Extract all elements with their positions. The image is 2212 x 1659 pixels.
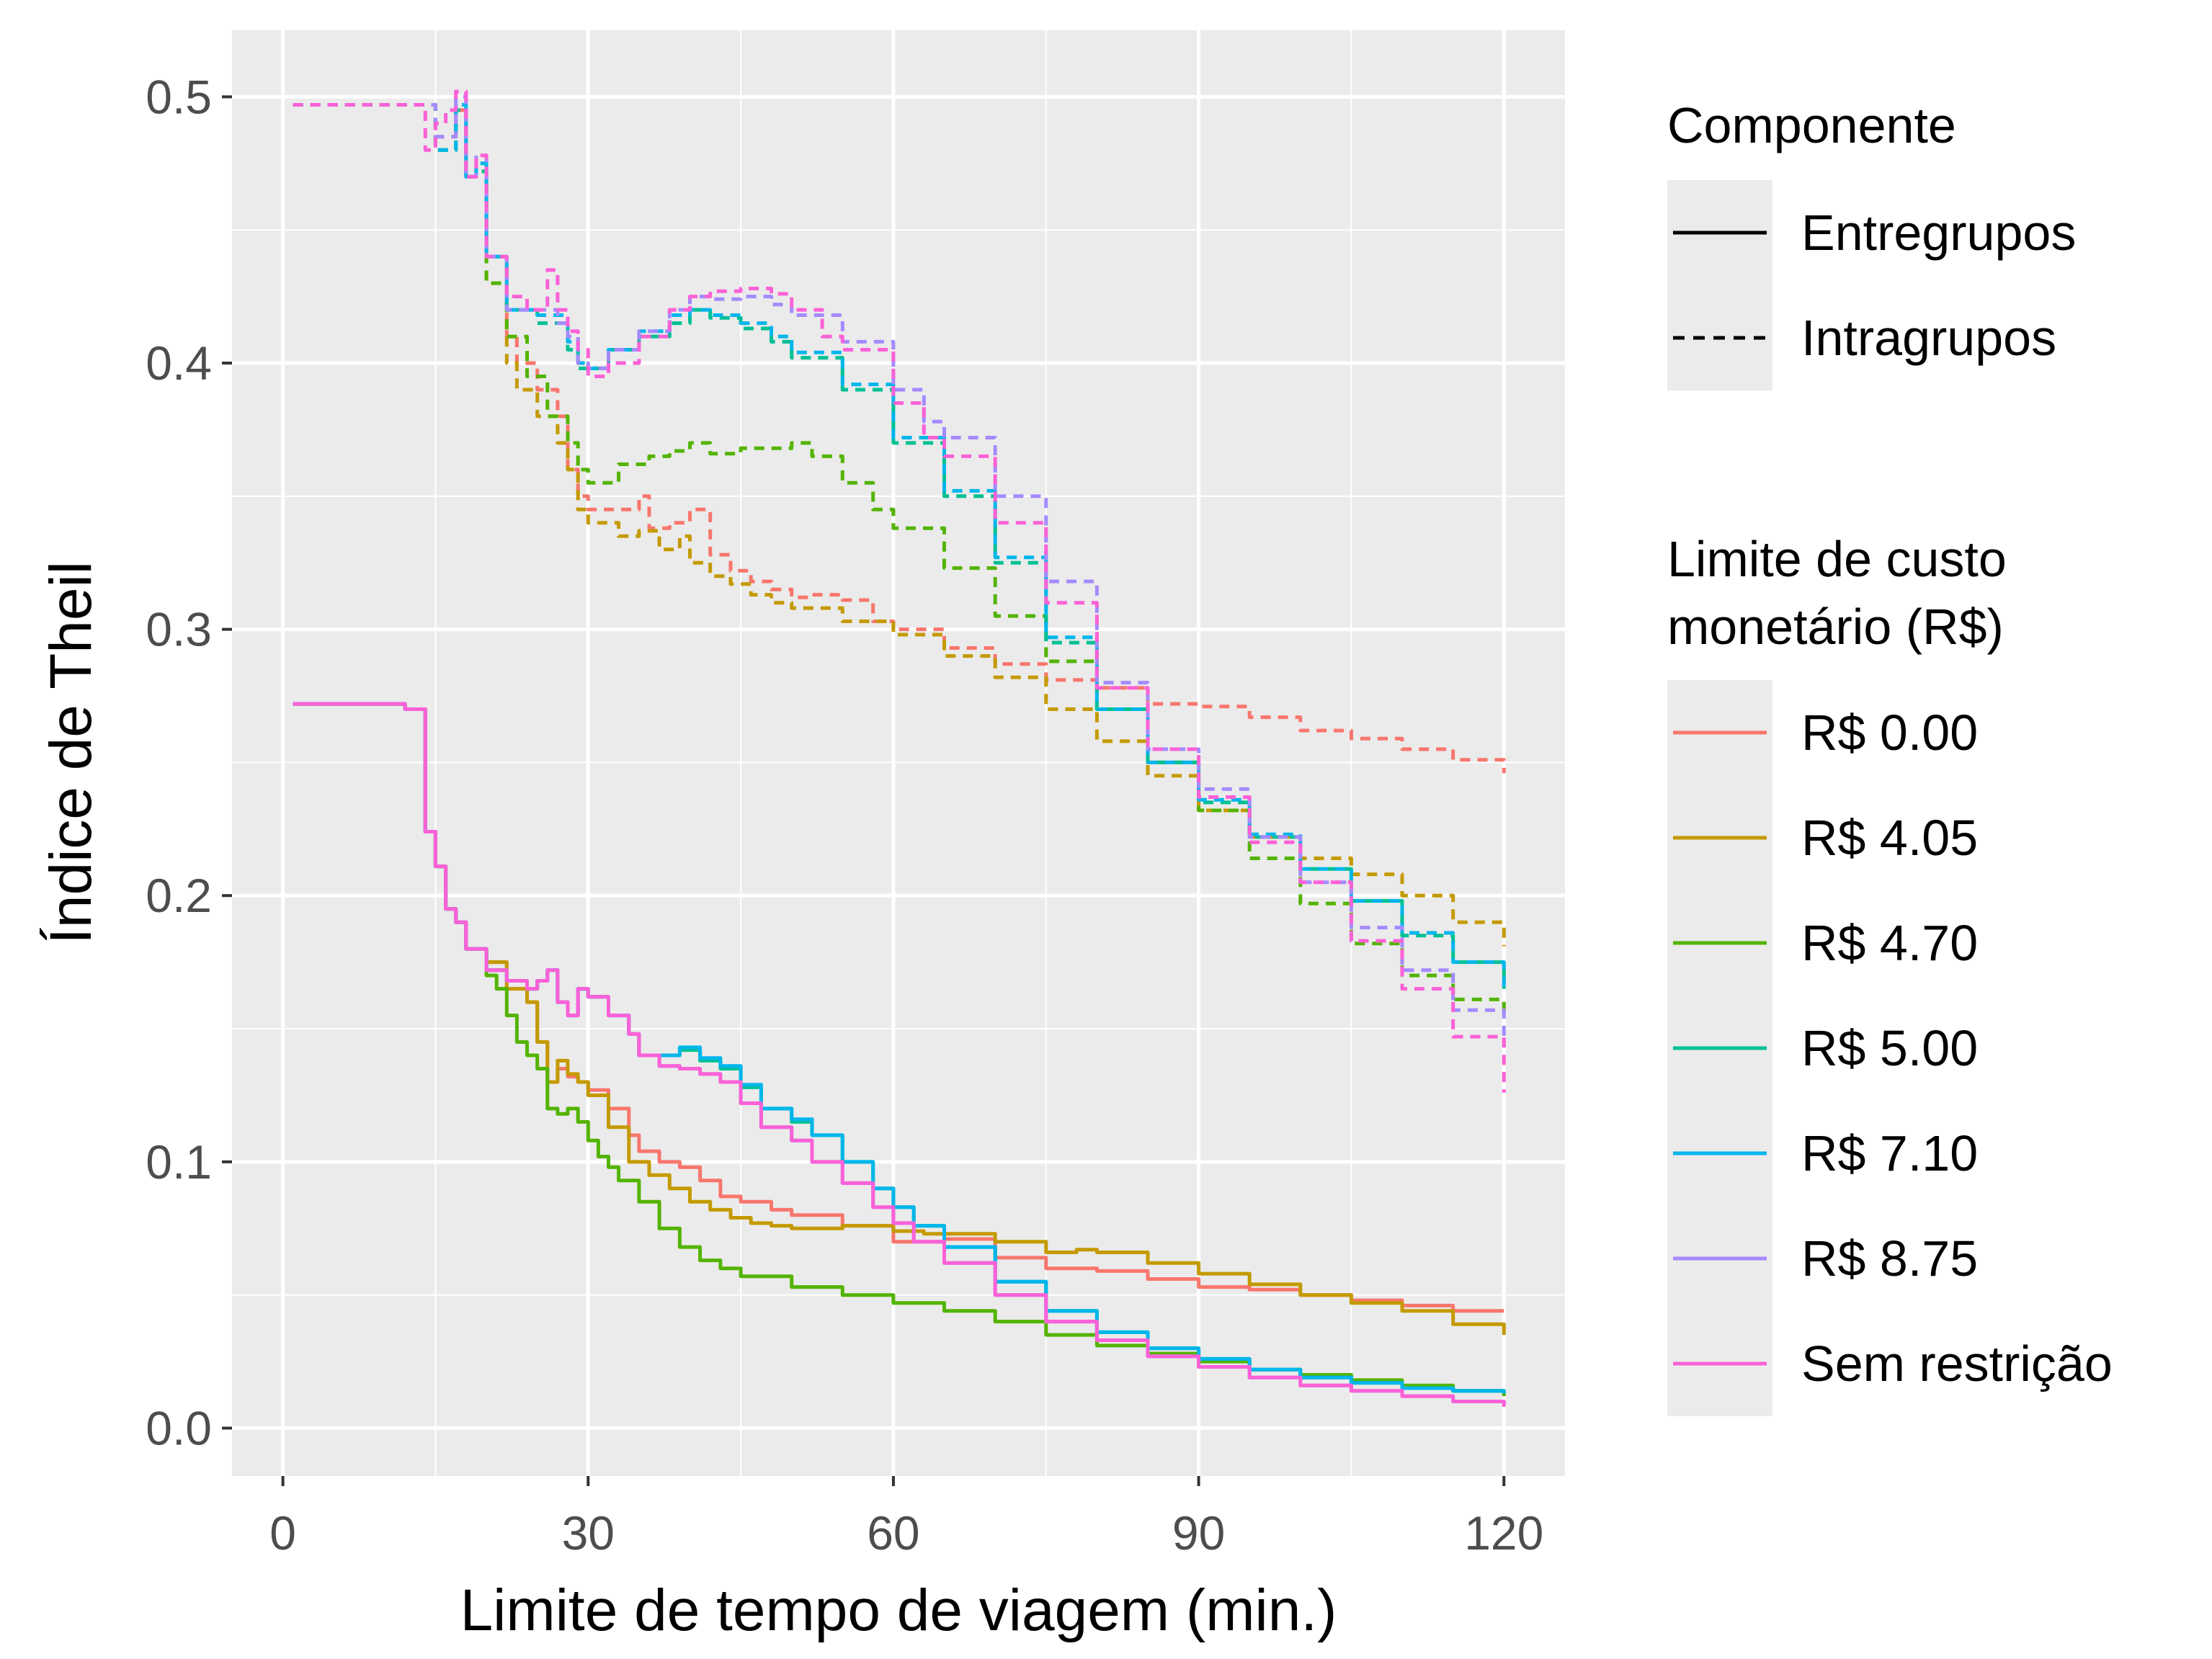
legend-componente: Componente Entregrupos Intragrupos <box>1667 97 2076 390</box>
x-tick-label: 60 <box>867 1506 919 1560</box>
legend-label-sem-restri-o: Sem restrição <box>1801 1336 2113 1392</box>
series-line-intragrupos-r-0-00 <box>293 103 1506 774</box>
minor-gridlines <box>232 30 1565 1476</box>
legend-label-r-7-10: R$ 7.10 <box>1801 1125 1978 1181</box>
series-line-intragrupos-r-4-70 <box>293 103 1506 1019</box>
y-tick-label: 0.5 <box>146 70 212 123</box>
series-line-entregrupos-sem-restri-o <box>293 702 1506 1407</box>
legend-label-r-4-70: R$ 4.70 <box>1801 915 1978 971</box>
series-line-intragrupos-r-8-75 <box>293 94 1506 1047</box>
x-tick-label: 120 <box>1464 1506 1543 1560</box>
legend-custo-title-line-2: monetário (R$) <box>1667 599 2004 655</box>
series-lines <box>293 89 1506 1407</box>
legend-label-r-0-00: R$ 0.00 <box>1801 705 1978 761</box>
series-line-intragrupos-sem-restri-o <box>293 89 1506 1093</box>
y-tick-label: 0.3 <box>146 603 212 656</box>
series-line-intragrupos-r-4-05 <box>293 103 1506 947</box>
legend-componente-keys-bg <box>1667 180 1772 390</box>
y-tick-label: 0.1 <box>146 1135 212 1189</box>
y-axis: 0.0 0.1 0.2 0.3 0.4 0.5 <box>146 70 232 1454</box>
y-axis-title: Índice de Theil <box>38 561 104 944</box>
y-tick-label: 0.4 <box>146 336 212 390</box>
legend-custo-items: R$ 0.00 R$ 4.05 R$ 4.70 R$ 5.00 R$ 7.10 R$ 8.… <box>1673 705 2113 1392</box>
x-tick-label: 30 <box>562 1506 615 1560</box>
x-axis: 0 30 60 90 120 <box>269 1476 1543 1560</box>
legend-componente-title: Componente <box>1667 97 1956 153</box>
x-tick-label: 90 <box>1172 1506 1225 1560</box>
legend-label-intragrupos: Intragrupos <box>1801 310 2056 366</box>
legend-custo: Limite de custo monetário (R$) R$ 0.00R$… <box>1667 531 2113 1416</box>
legend-label-entregrupos: Entregrupos <box>1801 205 2076 261</box>
y-tick-label: 0.0 <box>146 1401 212 1454</box>
y-tick-label: 0.2 <box>146 869 212 922</box>
legend-label-r-4-05: R$ 4.05 <box>1801 810 1978 866</box>
legend-label-r-5-00: R$ 5.00 <box>1801 1020 1978 1076</box>
legend-label-r-8-75: R$ 8.75 <box>1801 1230 1978 1287</box>
x-tick-label: 0 <box>269 1506 296 1560</box>
x-axis-title: Limite de tempo de viagem (min.) <box>460 1578 1337 1643</box>
legend-custo-title-line-1: Limite de custo <box>1667 531 2007 587</box>
plot-panel <box>232 30 1565 1476</box>
